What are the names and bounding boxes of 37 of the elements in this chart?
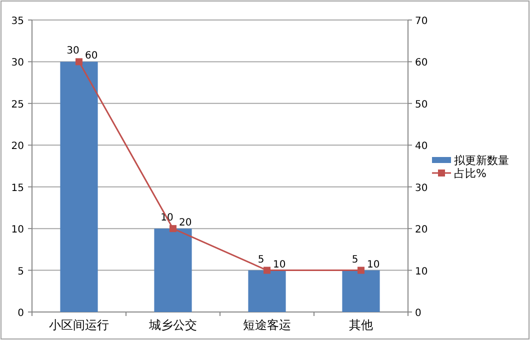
y2-tick-label: 40 — [415, 141, 428, 152]
data-label: 60 — [85, 50, 98, 62]
y2-tick-label: 0 — [415, 308, 422, 319]
y2-tick-label: 60 — [415, 58, 428, 69]
point — [76, 58, 82, 66]
y2-tick-label: 50 — [415, 99, 428, 110]
data-label: 5 — [258, 254, 264, 266]
data-label: 30 — [66, 46, 80, 57]
bar — [60, 62, 98, 312]
point — [358, 266, 364, 274]
y-tick-label: 30 — [11, 58, 24, 69]
y-tick-label: 10 — [11, 224, 24, 236]
y-tick-label: 5 — [18, 266, 24, 278]
y-tick-label: 15 — [11, 182, 24, 194]
y2-tick-label: 30 — [415, 182, 428, 194]
bar — [154, 228, 192, 312]
x-tick-label: 短途客运 — [243, 318, 291, 332]
x-tick-label: 其他 — [349, 318, 373, 332]
x-tick-label: 小区间运行 — [49, 318, 109, 332]
data-label: 10 — [273, 259, 286, 270]
y-tick-label: 25 — [11, 99, 24, 110]
point — [170, 225, 176, 232]
data-label: 5 — [352, 254, 358, 266]
y2-tick-label: 70 — [415, 16, 428, 27]
y2-tick-label: 10 — [415, 266, 428, 278]
y-tick-label: 20 — [11, 141, 24, 152]
legend-label: 拟更新数量 — [454, 154, 509, 167]
point — [264, 266, 270, 274]
bar — [248, 270, 286, 312]
data-label: 20 — [179, 218, 192, 229]
y-tick-label: 0 — [18, 308, 24, 319]
legend-label: 占比% — [454, 167, 486, 180]
bar — [342, 270, 380, 312]
y2-tick-label: 20 — [415, 224, 428, 236]
y-tick-label: 35 — [11, 16, 24, 27]
x-tick-label: 城乡公交 — [148, 318, 197, 332]
data-label: 10 — [367, 259, 380, 270]
